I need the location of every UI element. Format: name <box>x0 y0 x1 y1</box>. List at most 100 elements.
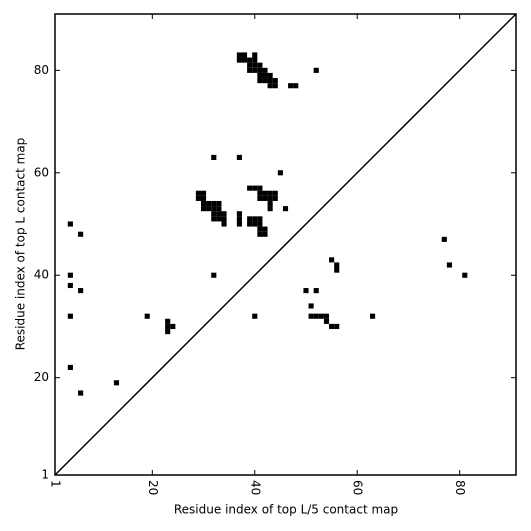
contact-cell <box>200 190 207 196</box>
x-tick-label: 60 <box>351 480 365 495</box>
contact-cell <box>262 72 268 79</box>
contact-cell <box>303 288 309 294</box>
contact-cell <box>308 313 314 319</box>
y-tick-label: 40 <box>34 268 49 282</box>
contact-cell <box>308 303 314 309</box>
contact-cell <box>78 231 84 237</box>
contact-cell <box>267 78 273 84</box>
y-tick-label: 60 <box>34 165 49 179</box>
y-tick-label: 20 <box>34 370 49 384</box>
contact-cell <box>252 52 258 58</box>
contact-cell <box>329 257 335 263</box>
contact-cell <box>318 313 324 319</box>
contact-cell <box>113 380 120 386</box>
contact-cell <box>267 200 273 207</box>
contact-cell <box>236 216 242 222</box>
contact-cell <box>206 206 212 212</box>
contact-cell <box>78 288 84 294</box>
contact-cell <box>334 262 340 268</box>
contact-cell <box>241 52 248 58</box>
contact-cell <box>257 72 263 79</box>
contact-cell <box>236 154 242 160</box>
contact-cell <box>247 216 253 222</box>
x-axis-label: Residue index of top L/5 contact map <box>174 503 398 517</box>
contact-cell <box>323 318 330 324</box>
contact-cell <box>288 83 294 89</box>
contact-cell <box>211 154 217 160</box>
contact-cell <box>247 57 253 63</box>
contact-cell <box>293 83 299 89</box>
contact-cell <box>247 185 253 191</box>
contact-cell <box>216 206 222 212</box>
contact-cell <box>236 57 242 63</box>
contact-cell <box>67 364 73 370</box>
contact-cell <box>262 226 268 232</box>
contact-cell <box>211 216 217 222</box>
contact-cell <box>236 211 242 217</box>
x-tick-label: 40 <box>248 480 262 495</box>
contact-cell <box>165 318 171 324</box>
contact-cell <box>257 195 263 201</box>
contact-cell <box>216 216 222 222</box>
x-tick-label: 1 <box>49 480 63 488</box>
contact-cell <box>262 190 268 196</box>
contact-cell <box>247 67 253 73</box>
contact-cell <box>257 231 263 237</box>
contact-cell <box>241 57 248 63</box>
contact-cell <box>313 288 319 294</box>
contact-cell <box>272 78 278 84</box>
x-tick-label: 80 <box>453 480 467 495</box>
contact-cell <box>262 78 268 84</box>
contact-cell <box>267 195 273 201</box>
contact-cell <box>195 190 201 196</box>
contact-cell <box>165 329 171 335</box>
contact-cell <box>313 313 319 319</box>
contact-cell <box>329 323 335 330</box>
contact-cell <box>323 313 330 319</box>
contact-cell <box>334 323 340 330</box>
contact-cell <box>211 211 217 217</box>
contact-cell <box>252 221 258 227</box>
x-tick-label: 20 <box>146 480 160 495</box>
contact-cell <box>206 200 212 207</box>
contact-cell <box>257 67 263 73</box>
contact-cell <box>247 62 253 68</box>
contact-cell <box>67 313 73 319</box>
y-axis-label: Residue index of top L contact map <box>14 138 28 351</box>
plot-frame <box>54 13 517 476</box>
contact-cell <box>272 195 278 201</box>
contact-cell <box>262 195 268 201</box>
contact-cell <box>267 72 273 79</box>
contact-cell <box>272 190 278 196</box>
contact-cell <box>78 390 84 396</box>
contact-cell <box>462 272 468 278</box>
contact-cell <box>262 231 268 237</box>
contact-cell <box>211 272 217 278</box>
contact-cell <box>257 78 263 84</box>
contact-cell <box>195 195 201 201</box>
contact-cell <box>262 67 268 73</box>
contact-cell <box>252 57 258 63</box>
y-tick-label: 1 <box>41 468 49 482</box>
contact-cell <box>236 221 242 227</box>
contact-cell <box>165 323 171 330</box>
contact-cell <box>252 67 258 73</box>
contact-cell <box>211 200 217 207</box>
contact-cell <box>267 83 273 89</box>
contact-cell <box>216 200 222 207</box>
contact-cell <box>370 313 376 319</box>
contact-cell <box>257 216 263 222</box>
contact-cell <box>257 185 263 191</box>
contact-cell <box>144 313 150 319</box>
contact-cell <box>221 211 227 217</box>
contact-cell <box>216 211 222 217</box>
diagonal-line <box>54 13 517 476</box>
contact-cell <box>257 221 263 227</box>
contact-cell <box>252 62 258 68</box>
contact-cell <box>267 206 273 212</box>
contact-cell <box>221 221 227 227</box>
contact-cell <box>252 313 258 319</box>
contact-cell <box>441 236 447 242</box>
contact-cell <box>272 83 278 89</box>
